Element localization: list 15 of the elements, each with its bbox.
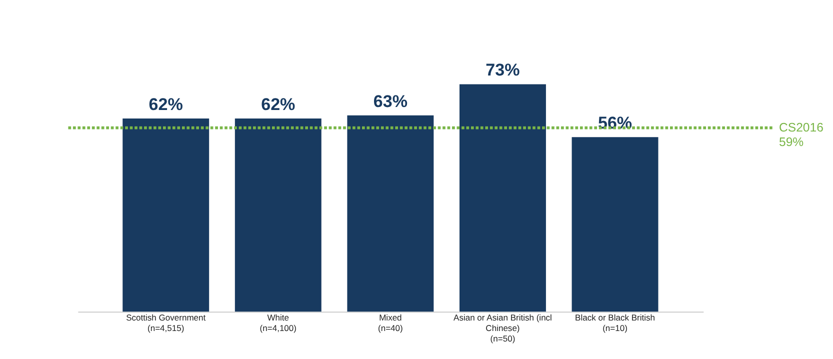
data-label: 62% (148, 94, 183, 114)
x-tick-label: Mixed (n=40) (378, 312, 404, 334)
data-label: 62% (261, 94, 296, 114)
bar (572, 137, 658, 312)
bar (122, 118, 210, 312)
bar (347, 115, 434, 312)
x-tick-label: Scottish Government (n=4,515) (126, 312, 206, 334)
x-tick-label: Asian or Asian British (incl Chinese) (n=50) (454, 312, 552, 344)
x-tick-label: White (n=4,100) (260, 312, 297, 334)
bar (460, 84, 546, 312)
x-tick-label: Black or Black British (n=10) (575, 312, 656, 334)
data-label: 63% (373, 92, 408, 111)
bar (234, 118, 322, 312)
ref-line-label: CS2016 59% (778, 120, 824, 149)
data-label: 73% (486, 60, 520, 80)
